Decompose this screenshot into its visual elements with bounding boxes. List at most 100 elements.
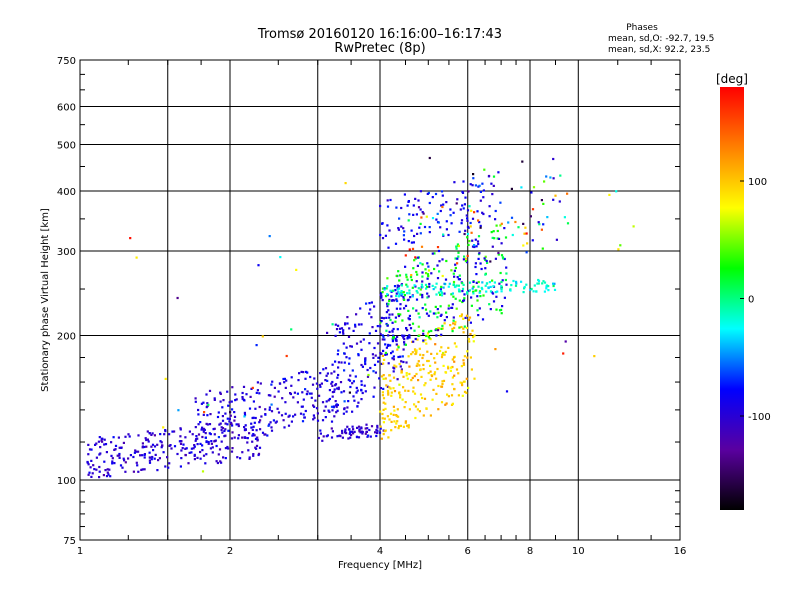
data-point [141, 468, 144, 471]
data-point [394, 337, 397, 340]
data-point [399, 303, 402, 306]
data-point [362, 338, 365, 341]
data-point [454, 285, 457, 289]
data-point [351, 410, 354, 413]
data-point [397, 291, 400, 294]
data-point [381, 222, 384, 225]
data-point [164, 465, 167, 468]
data-point [210, 440, 213, 443]
data-point [127, 433, 130, 436]
data-point [467, 190, 470, 193]
data-point [418, 347, 421, 350]
data-point [392, 370, 395, 373]
data-point [374, 329, 378, 332]
data-point [488, 215, 491, 218]
data-point [281, 397, 284, 400]
data-point [258, 421, 261, 424]
data-point [343, 369, 346, 372]
data-point [406, 424, 409, 427]
data-point [302, 371, 305, 374]
data-point [441, 324, 444, 327]
data-point [410, 229, 413, 232]
data-point [474, 238, 477, 241]
data-point [403, 338, 406, 341]
data-point [419, 232, 422, 235]
data-point [161, 444, 164, 447]
data-point [444, 350, 447, 353]
data-point [410, 274, 413, 277]
data-point [398, 279, 401, 282]
data-point [397, 346, 400, 349]
data-point [554, 194, 557, 197]
data-point [399, 291, 403, 294]
data-point [184, 436, 187, 439]
data-point [145, 438, 148, 442]
data-point [395, 292, 398, 295]
data-point [427, 275, 430, 278]
data-point [537, 282, 540, 285]
data-point [279, 256, 282, 259]
data-point [360, 389, 363, 392]
data-point [463, 232, 466, 236]
data-point [129, 237, 132, 240]
data-point [394, 320, 397, 323]
data-point [395, 294, 398, 298]
data-point [334, 334, 337, 337]
data-point [218, 423, 221, 426]
data-point [425, 272, 428, 275]
data-point [349, 436, 352, 439]
data-point [376, 342, 380, 345]
data-point [343, 400, 346, 403]
data-point [465, 377, 468, 380]
data-point [465, 326, 468, 330]
data-point [342, 342, 345, 345]
data-point [400, 284, 403, 287]
data-point [445, 201, 448, 204]
data-point [221, 406, 224, 409]
data-point [460, 313, 463, 316]
data-point [459, 381, 462, 384]
phase-stats-x: mean, sd,X: 92.2, 23.5 [608, 45, 711, 55]
data-point [393, 420, 396, 423]
grid-lines [80, 60, 681, 540]
data-point [497, 253, 500, 256]
data-point [283, 426, 286, 429]
data-point [124, 461, 127, 464]
data-point [464, 257, 468, 260]
data-point [457, 284, 460, 287]
data-point [156, 469, 159, 472]
data-point [480, 267, 483, 271]
data-point [512, 279, 515, 283]
data-point [324, 416, 327, 419]
data-point [501, 279, 504, 282]
data-point [408, 323, 411, 327]
data-point [370, 316, 373, 319]
data-point [279, 382, 282, 385]
data-point [500, 290, 503, 293]
data-point [382, 401, 385, 404]
data-point [151, 443, 155, 446]
data-point [386, 205, 390, 208]
data-point [524, 226, 527, 229]
data-point [381, 391, 384, 394]
data-point [388, 298, 391, 301]
data-point [401, 355, 404, 358]
data-point [500, 285, 503, 288]
data-point [224, 422, 227, 425]
data-point [267, 394, 270, 397]
data-point [552, 198, 555, 201]
data-point [471, 287, 474, 290]
data-point [369, 366, 372, 370]
data-point [348, 391, 351, 394]
data-point [460, 382, 464, 385]
data-point [495, 224, 498, 227]
data-point [447, 304, 450, 307]
data-point [365, 302, 368, 305]
data-point [529, 288, 532, 291]
data-point [419, 190, 422, 193]
data-point [370, 425, 374, 428]
data-point [490, 182, 493, 185]
data-point [242, 385, 246, 388]
data-point [316, 419, 320, 422]
data-point [168, 444, 171, 447]
